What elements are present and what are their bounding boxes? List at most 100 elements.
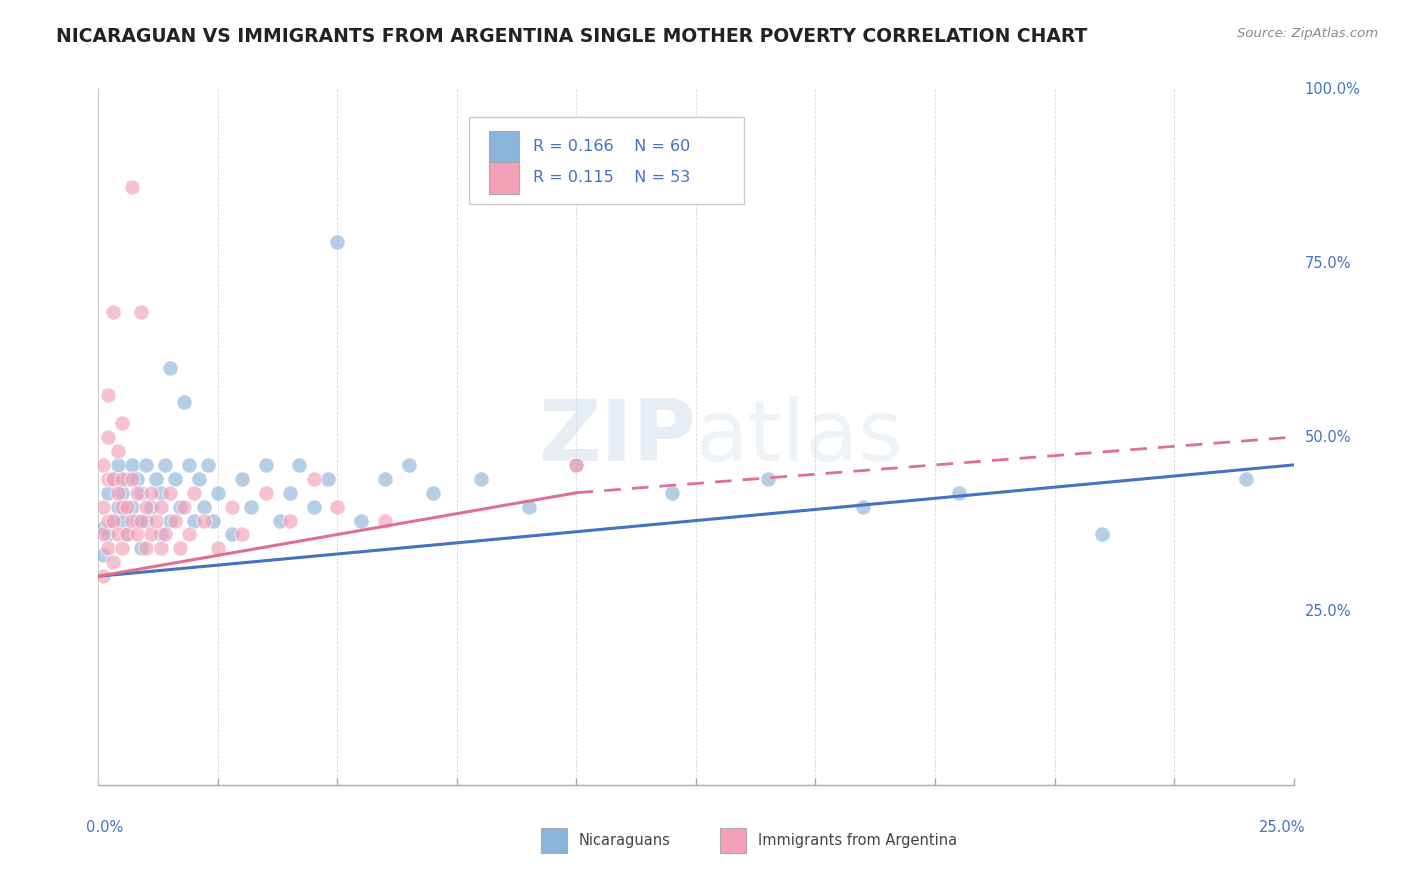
Point <box>125 472 148 486</box>
Point <box>91 569 114 583</box>
Point <box>135 458 157 472</box>
Point <box>139 527 162 541</box>
Text: Source: ZipAtlas.com: Source: ZipAtlas.com <box>1237 27 1378 40</box>
Point <box>852 500 875 514</box>
Point <box>1091 527 1114 541</box>
Point <box>97 527 120 541</box>
Point <box>326 235 349 250</box>
Point <box>115 500 138 514</box>
Point <box>101 514 124 528</box>
Point <box>97 514 120 528</box>
Point <box>111 514 134 528</box>
Point <box>240 500 263 514</box>
Point <box>145 472 167 486</box>
Point <box>1234 472 1257 486</box>
Point <box>202 514 225 528</box>
Point <box>107 527 129 541</box>
Point <box>398 458 420 472</box>
Point <box>948 485 970 500</box>
Point <box>149 527 172 541</box>
Point <box>125 527 148 541</box>
Point <box>374 514 396 528</box>
Point <box>163 472 186 486</box>
Text: ZIP: ZIP <box>538 395 696 479</box>
Point <box>159 360 181 375</box>
Bar <box>489 162 519 194</box>
Point <box>661 485 683 500</box>
Point <box>131 485 153 500</box>
Point <box>155 458 177 472</box>
Point <box>183 485 205 500</box>
Point <box>193 514 215 528</box>
Point <box>101 514 124 528</box>
Point <box>125 514 148 528</box>
Point <box>278 514 301 528</box>
Point <box>197 458 219 472</box>
Point <box>135 500 157 514</box>
Point <box>135 541 157 556</box>
Bar <box>489 131 519 162</box>
Point <box>221 500 243 514</box>
Point <box>107 500 129 514</box>
Text: atlas: atlas <box>696 395 904 479</box>
Point <box>316 472 339 486</box>
Point <box>145 514 167 528</box>
Point <box>470 472 492 486</box>
Point <box>207 485 229 500</box>
Point <box>111 541 134 556</box>
Point <box>278 485 301 500</box>
Point <box>517 500 540 514</box>
Bar <box>720 829 747 853</box>
Point <box>179 527 201 541</box>
Point <box>107 458 129 472</box>
Point <box>163 514 186 528</box>
Point <box>149 500 172 514</box>
Point <box>101 472 124 486</box>
Point <box>135 514 157 528</box>
Text: 100.0%: 100.0% <box>1305 82 1361 96</box>
Point <box>254 458 277 472</box>
Point <box>326 500 349 514</box>
Text: Immigrants from Argentina: Immigrants from Argentina <box>758 833 957 848</box>
Point <box>91 500 114 514</box>
Point <box>111 416 134 430</box>
Text: 50.0%: 50.0% <box>1305 430 1351 444</box>
Point <box>179 458 201 472</box>
Point <box>101 555 124 569</box>
Text: 25.0%: 25.0% <box>1305 604 1351 618</box>
Point <box>97 430 120 444</box>
Point <box>374 472 396 486</box>
Text: R = 0.166    N = 60: R = 0.166 N = 60 <box>533 139 690 154</box>
Point <box>149 485 172 500</box>
Point <box>173 395 195 409</box>
Point <box>115 472 138 486</box>
Text: NICARAGUAN VS IMMIGRANTS FROM ARGENTINA SINGLE MOTHER POVERTY CORRELATION CHART: NICARAGUAN VS IMMIGRANTS FROM ARGENTINA … <box>56 27 1088 45</box>
Point <box>269 514 291 528</box>
Point <box>149 541 172 556</box>
Point <box>121 179 143 194</box>
Point <box>350 514 373 528</box>
Point <box>115 527 138 541</box>
Point <box>97 485 120 500</box>
Point <box>91 549 114 563</box>
Text: 25.0%: 25.0% <box>1258 820 1306 835</box>
Point <box>422 485 444 500</box>
Text: 0.0%: 0.0% <box>87 820 124 835</box>
Point <box>131 514 153 528</box>
Point <box>231 472 253 486</box>
Point <box>97 472 120 486</box>
Bar <box>541 829 567 853</box>
Point <box>121 472 143 486</box>
Point <box>139 500 162 514</box>
Text: Nicaraguans: Nicaraguans <box>579 833 671 848</box>
Point <box>111 500 134 514</box>
Point <box>115 527 138 541</box>
Text: 75.0%: 75.0% <box>1305 256 1351 270</box>
Point <box>111 472 134 486</box>
Point <box>125 485 148 500</box>
Point <box>91 458 114 472</box>
Point <box>121 500 143 514</box>
Point <box>565 458 588 472</box>
Point <box>91 527 114 541</box>
Point <box>193 500 215 514</box>
